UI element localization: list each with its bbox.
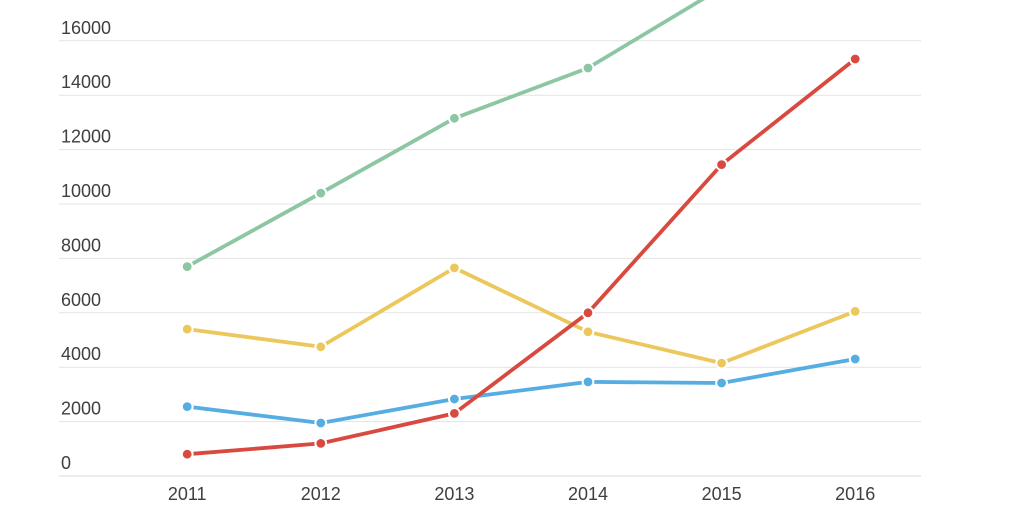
blue-series-point-2016 xyxy=(848,352,862,366)
green-series-point-2011 xyxy=(180,260,194,274)
blue-series-point-2011 xyxy=(180,400,194,414)
x-axis-tick-label: 2012 xyxy=(301,484,341,504)
x-axis-tick-label: 2013 xyxy=(434,484,474,504)
y-axis-tick-label: 4000 xyxy=(61,344,101,364)
y-axis-tick-label: 14000 xyxy=(61,72,111,92)
x-axis-tick-label: 2014 xyxy=(568,484,608,504)
x-axis-tick-label: 2011 xyxy=(168,484,207,504)
green-series-point-2014 xyxy=(581,61,595,75)
y-axis-tick-label: 12000 xyxy=(61,127,111,147)
blue-series-point-2015 xyxy=(715,376,728,390)
yellow-series-point-2012 xyxy=(314,340,328,354)
blue-series-point-2014 xyxy=(581,375,595,389)
green-series-line xyxy=(185,0,705,269)
y-axis-tick-label: 8000 xyxy=(61,235,101,255)
yellow-series-line xyxy=(185,265,858,366)
x-axis-tick-label: 2015 xyxy=(702,484,742,504)
red-series-point-2012 xyxy=(314,437,328,450)
red-series-point-2011 xyxy=(180,447,194,461)
y-axis-tick-label: 10000 xyxy=(61,181,111,201)
yellow-series-point-2011 xyxy=(180,322,194,336)
green-series-point-2013 xyxy=(448,111,461,125)
y-axis-tick-label: 0 xyxy=(61,453,71,473)
yellow-series-point-2014 xyxy=(581,325,595,339)
blue-series-point-2012 xyxy=(314,416,328,430)
yellow-series-point-2015 xyxy=(715,356,728,370)
red-series-point-2016 xyxy=(848,52,862,66)
y-axis-tick-label: 16000 xyxy=(61,18,111,38)
blue-series-line xyxy=(185,357,858,425)
y-axis-tick-label: 2000 xyxy=(61,399,101,419)
red-series-line xyxy=(185,57,858,457)
red-series-point-2015 xyxy=(715,158,728,172)
green-series-point-2012 xyxy=(314,186,328,200)
red-series-point-2013 xyxy=(448,407,461,420)
red-series-point-2014 xyxy=(581,306,595,320)
yellow-series-point-2016 xyxy=(848,305,862,318)
y-axis-tick-label: 6000 xyxy=(61,290,101,310)
yellow-series-point-2013 xyxy=(448,261,461,275)
blue-series-point-2013 xyxy=(448,392,461,406)
x-axis-tick-label: 2016 xyxy=(835,484,875,504)
